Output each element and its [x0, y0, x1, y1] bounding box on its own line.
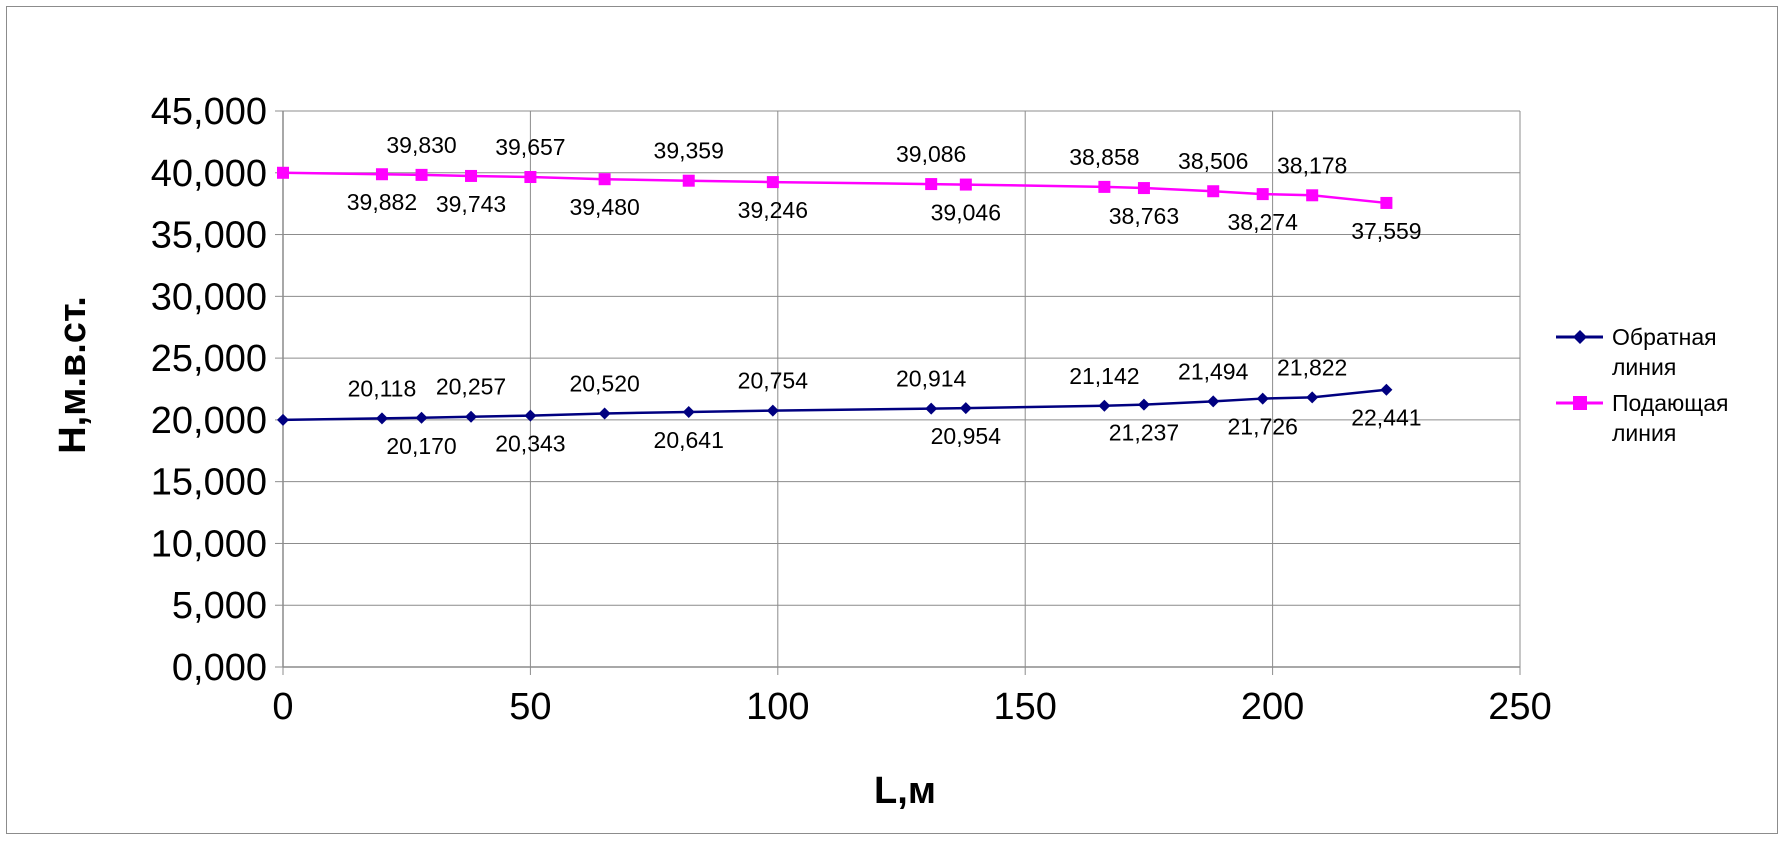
data-label: 20,343 [495, 431, 565, 457]
data-label: 20,914 [896, 366, 967, 392]
legend-diamond-marker [1573, 330, 1587, 344]
y-tick-label: 35,000 [151, 215, 267, 257]
data-point-diamond [277, 413, 289, 426]
data-label: 39,830 [386, 132, 456, 158]
series-line-0 [282, 388, 1387, 422]
data-point-square [1098, 180, 1111, 193]
data-labels: 20,118 20,170 20,257 20,343 20,520 20,641 20,7… [347, 132, 1422, 459]
y-tick-label: 45,000 [151, 91, 267, 133]
data-label: 20,641 [654, 427, 724, 453]
data-point-diamond [1137, 398, 1150, 411]
y-tick-label: 40,000 [151, 153, 267, 195]
data-label: 39,743 [436, 191, 506, 217]
data-point-square [415, 168, 428, 181]
data-point-diamond [959, 402, 972, 415]
data-label: 20,257 [436, 374, 506, 400]
data-point-square [766, 176, 779, 189]
legend: Обратная линия Подающая линия [1556, 324, 1728, 446]
y-tick-label: 30,000 [151, 276, 267, 318]
x-tick-label: 0 [272, 686, 293, 728]
y-axis-ticks: 0,000 5,000 10,000 15,000 20,000 25,000 30,000… [151, 91, 283, 689]
data-label: 20,170 [386, 433, 456, 459]
data-point-diamond [682, 405, 695, 418]
legend-label-return-line1: Обратная [1612, 324, 1717, 350]
data-point-square [959, 178, 972, 191]
series-line-1 [282, 171, 1387, 205]
data-point-diamond [1256, 392, 1269, 405]
data-label: 39,046 [931, 200, 1001, 226]
data-label: 38,858 [1069, 144, 1139, 170]
data-point-diamond [1207, 395, 1220, 408]
data-label: 21,726 [1228, 414, 1298, 440]
data-point-square [1306, 189, 1319, 202]
x-tick-label: 50 [509, 686, 551, 728]
data-label: 39,359 [654, 138, 724, 164]
x-axis-ticks: 0 50 100 150 200 250 [272, 667, 1552, 728]
data-point-square [1137, 182, 1150, 195]
legend-label-return-line2: линия [1612, 354, 1676, 380]
x-tick-label: 100 [746, 686, 809, 728]
data-label: 39,246 [738, 197, 808, 223]
data-point-diamond [415, 411, 428, 424]
y-tick-label: 10,000 [151, 523, 267, 565]
data-label: 38,506 [1178, 148, 1248, 174]
data-point-square [682, 174, 695, 187]
data-point-diamond [766, 404, 779, 417]
grid-lines [282, 110, 1521, 668]
data-point-diamond [1306, 391, 1319, 404]
x-axis-title: L,м [874, 770, 936, 812]
data-label: 21,822 [1277, 354, 1347, 380]
legend-label-supply-line1: Подающая [1612, 390, 1728, 416]
legend-label-supply-line2: линия [1612, 420, 1676, 446]
data-label: 21,237 [1109, 420, 1179, 446]
x-tick-label: 200 [1241, 686, 1304, 728]
y-tick-label: 0,000 [172, 647, 267, 689]
x-tick-label: 150 [993, 686, 1056, 728]
data-label: 20,754 [738, 368, 809, 394]
data-label: 20,954 [931, 423, 1002, 449]
y-tick-label: 20,000 [151, 400, 267, 442]
data-point-diamond [375, 412, 388, 425]
legend-square-marker [1573, 396, 1587, 410]
data-point-square [598, 173, 611, 186]
data-label: 37,559 [1351, 218, 1421, 244]
y-axis-title: H,м.в.ст. [52, 296, 94, 454]
y-tick-label: 5,000 [172, 585, 267, 627]
y-tick-label: 15,000 [151, 462, 267, 504]
data-label: 38,274 [1228, 209, 1299, 235]
data-label: 38,763 [1109, 203, 1179, 229]
data-point-square [524, 171, 537, 184]
data-label: 39,657 [495, 134, 565, 160]
data-point-diamond [1380, 383, 1393, 396]
data-point-square [1256, 188, 1269, 201]
y-tick-label: 25,000 [151, 338, 267, 380]
data-label: 22,441 [1351, 405, 1421, 431]
legend-item-supply-line: Подающая линия [1556, 390, 1728, 446]
data-label: 20,118 [348, 375, 417, 401]
data-label: 39,882 [347, 189, 417, 215]
data-point-square [1380, 196, 1393, 209]
data-point-square [465, 169, 478, 182]
data-point-diamond [465, 410, 478, 423]
data-point-diamond [524, 409, 537, 422]
data-label: 39,480 [569, 194, 639, 220]
x-tick-label: 250 [1488, 686, 1551, 728]
data-point-diamond [1098, 399, 1111, 412]
data-point-square [277, 166, 289, 179]
data-label: 38,178 [1277, 152, 1347, 178]
series-layer [277, 166, 1393, 426]
data-point-square [375, 168, 388, 181]
data-label: 39,086 [896, 141, 966, 167]
data-label: 21,494 [1178, 358, 1249, 384]
data-label: 21,142 [1069, 363, 1139, 389]
legend-item-return-line: Обратная линия [1556, 324, 1717, 380]
data-point-square [1207, 185, 1220, 198]
data-label: 20,520 [569, 370, 639, 396]
data-point-diamond [925, 402, 938, 415]
data-point-diamond [598, 407, 611, 420]
data-point-square [925, 178, 938, 191]
